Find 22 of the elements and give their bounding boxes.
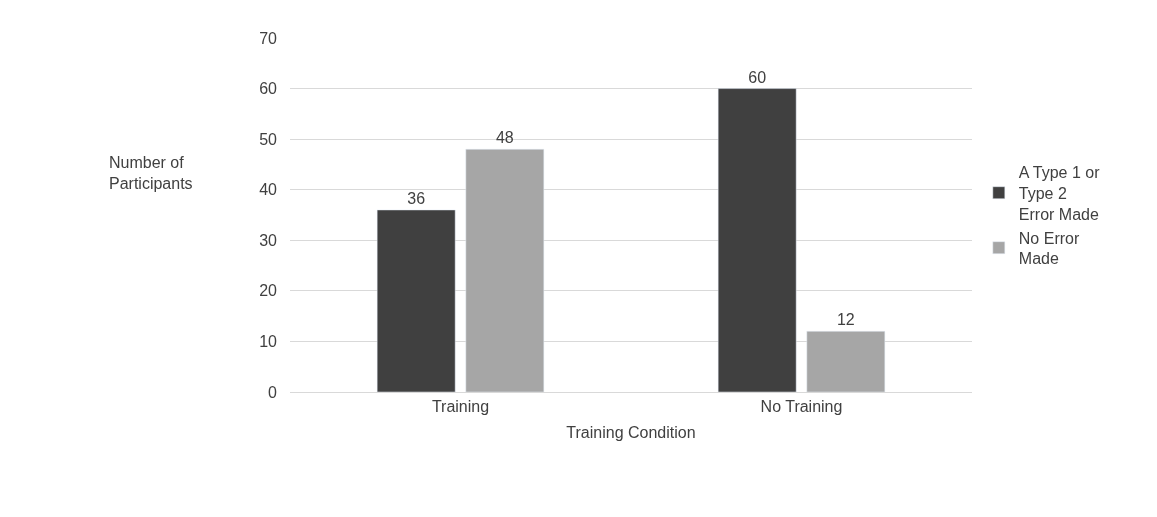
x-tick-label: Training (431, 398, 490, 416)
bar (376, 209, 456, 392)
y-tick-label: 40 (259, 181, 278, 199)
y-tick-label: 60 (259, 80, 278, 98)
y-tick-label: 0 (268, 383, 278, 401)
bar (717, 88, 797, 392)
y-axis-title: Number of Participants (109, 154, 193, 192)
legend-label: A Type 1 or Type 2 Error Made (1018, 164, 1101, 223)
y-tick-label: 30 (259, 231, 278, 249)
data-label: 12 (836, 311, 855, 329)
y-tick-label: 70 (259, 29, 278, 47)
legend-label: No Error Made (1018, 229, 1080, 268)
y-tick-label: 10 (259, 333, 278, 351)
y-tick-label: 50 (259, 130, 278, 148)
bar (806, 331, 886, 392)
bar (465, 149, 545, 392)
x-axis-title: Training Condition (566, 423, 696, 441)
x-tick-label: No Training (760, 398, 843, 416)
data-label: 60 (748, 68, 767, 86)
data-label: 48 (495, 129, 514, 147)
data-label: 36 (407, 189, 426, 207)
y-tick-label: 20 (259, 282, 278, 300)
